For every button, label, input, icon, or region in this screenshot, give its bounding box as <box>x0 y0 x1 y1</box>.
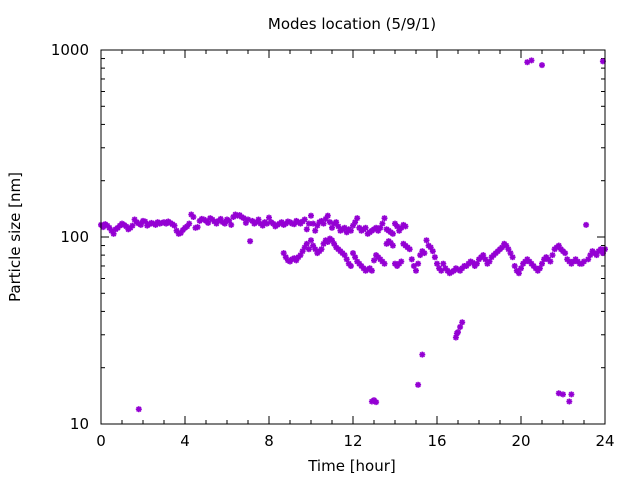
data-point <box>549 252 556 259</box>
data-point <box>347 263 354 269</box>
data-point <box>110 230 117 237</box>
data-point <box>171 222 178 229</box>
data-point <box>419 351 426 358</box>
x-tick-label: 0 <box>96 432 106 450</box>
data-point <box>186 220 193 227</box>
data-point <box>528 57 535 64</box>
axis-ticks: 0 4 8 12 16 20 24 10 100 1000 <box>51 41 615 450</box>
data-point <box>362 224 369 231</box>
data-point <box>515 270 522 277</box>
data-point <box>415 260 422 267</box>
data-point <box>547 258 554 265</box>
data-point <box>423 237 430 244</box>
data-point <box>381 260 388 267</box>
data-point <box>408 256 415 263</box>
data-point <box>431 254 438 261</box>
data-point <box>440 260 447 267</box>
data-point <box>308 212 314 219</box>
data-point <box>438 267 445 274</box>
data-point <box>320 220 327 227</box>
data-point <box>583 221 590 228</box>
data-point <box>415 381 422 388</box>
data-point <box>453 330 460 337</box>
data-point <box>308 237 314 244</box>
data-point <box>562 250 569 257</box>
data-point <box>539 62 545 69</box>
data-point <box>303 226 310 233</box>
data-point <box>509 254 516 261</box>
data-point <box>129 222 136 229</box>
data-point <box>568 391 575 398</box>
data-point <box>205 219 212 226</box>
data-point <box>536 265 543 272</box>
data-point <box>312 227 319 234</box>
data-point <box>398 258 405 265</box>
data-point <box>410 263 417 269</box>
data-point <box>301 216 308 223</box>
data-point <box>347 227 354 234</box>
x-tick-label: 12 <box>343 432 362 450</box>
plot-frame <box>100 49 606 425</box>
data-point <box>566 398 573 405</box>
x-tick-label: 8 <box>264 432 274 450</box>
data-point <box>373 399 380 406</box>
data-points <box>98 57 608 413</box>
data-point <box>303 240 310 247</box>
data-point <box>190 214 197 220</box>
x-tick-label: 20 <box>511 432 530 450</box>
y-tick-label: 1000 <box>51 41 89 59</box>
data-point <box>429 248 436 255</box>
x-tick-label: 16 <box>427 432 446 450</box>
data-point <box>511 263 518 269</box>
data-point <box>402 223 409 230</box>
data-point <box>599 58 606 65</box>
data-point <box>507 250 514 257</box>
data-point <box>371 257 377 264</box>
data-point <box>406 246 413 253</box>
x-tick-label: 4 <box>180 432 190 450</box>
data-point <box>247 238 254 245</box>
data-point <box>381 215 388 222</box>
data-point <box>318 246 325 253</box>
data-point <box>421 250 428 257</box>
data-point <box>379 220 386 227</box>
data-point <box>459 319 466 326</box>
y-tick-label: 100 <box>60 228 89 246</box>
data-point <box>389 242 396 249</box>
data-point <box>305 246 312 253</box>
data-point <box>413 267 419 274</box>
data-point <box>434 260 440 267</box>
data-point <box>518 265 524 272</box>
data-point <box>457 324 464 330</box>
chart-title: Modes location (5/9/1) <box>268 15 436 33</box>
data-point <box>135 406 142 413</box>
data-point <box>389 230 396 237</box>
data-point <box>368 267 375 274</box>
data-point <box>228 221 235 228</box>
data-point <box>354 215 361 222</box>
data-point <box>194 224 201 231</box>
data-point <box>560 391 566 398</box>
data-point <box>266 214 272 221</box>
data-point <box>305 220 312 227</box>
y-tick-label: 10 <box>70 415 89 433</box>
data-point <box>324 212 331 219</box>
x-axis-label: Time [hour] <box>307 457 396 475</box>
y-axis-label: Particle size [nm] <box>6 172 24 302</box>
x-tick-label: 24 <box>595 432 614 450</box>
